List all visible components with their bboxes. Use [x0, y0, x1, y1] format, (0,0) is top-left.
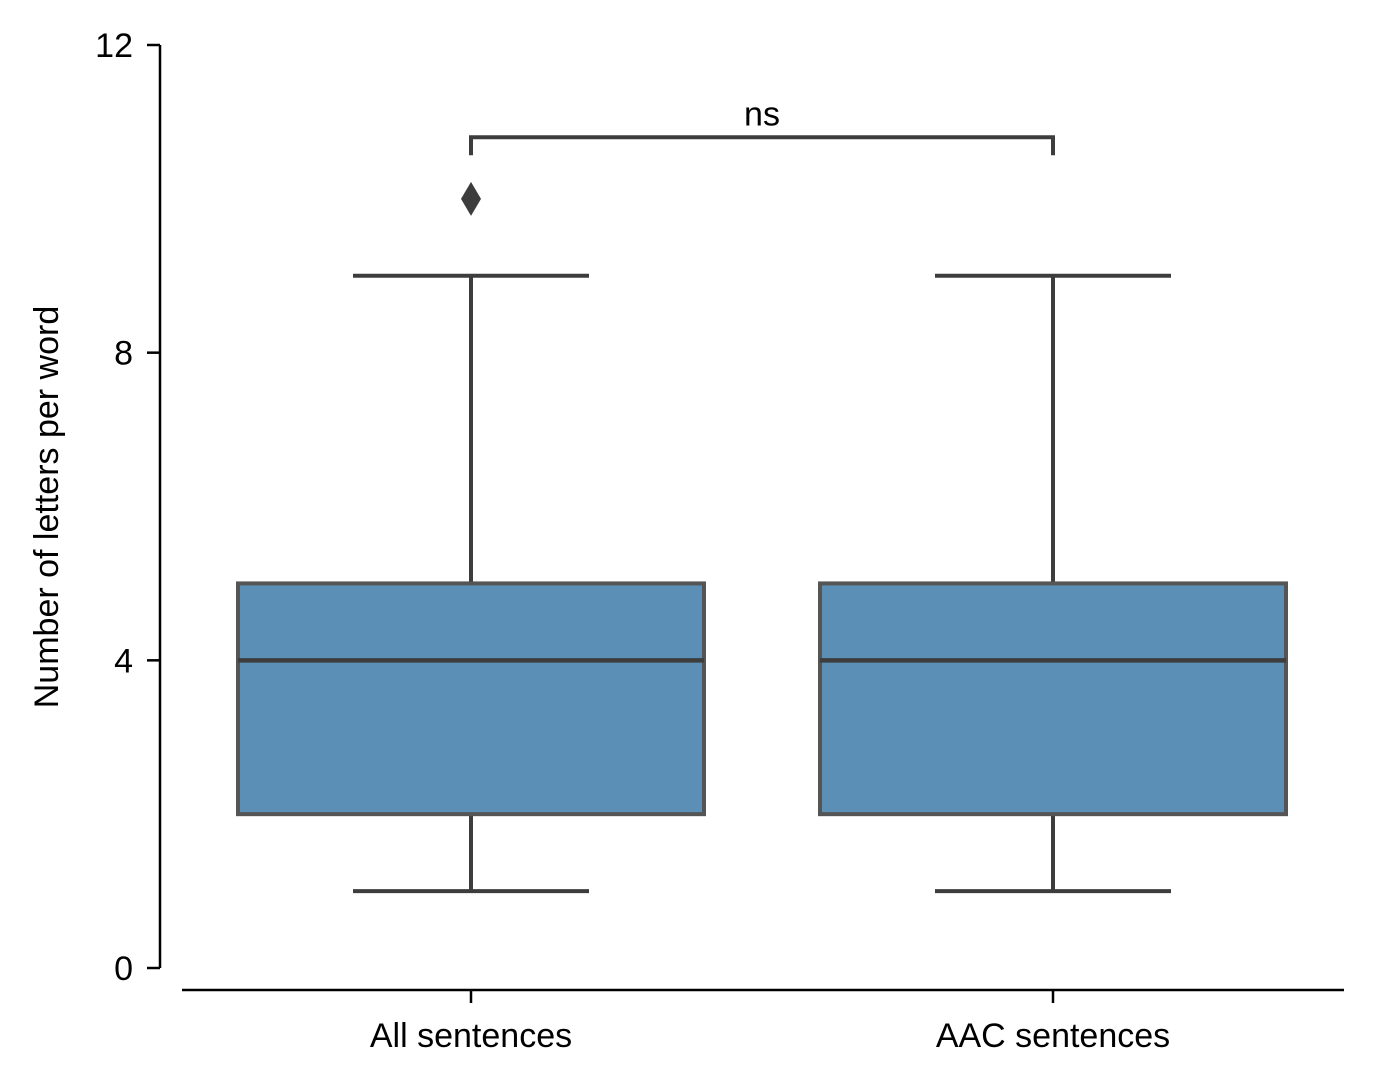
significance-label: ns — [744, 95, 780, 133]
boxes-layer — [236, 181, 1288, 894]
x-tick-label-0: All sentences — [370, 1017, 572, 1055]
box-0 — [236, 581, 706, 817]
y-axis: 0 4 8 12 — [95, 27, 162, 988]
x-axis: All sentences AAC sentences — [182, 988, 1344, 1055]
y-axis-label: Number of letters per word — [28, 306, 66, 709]
y-tick-label-12: 12 — [95, 27, 133, 65]
outlier-0-0 — [461, 181, 481, 216]
y-tick-label-0: 0 — [114, 950, 133, 988]
y-tick-label-4: 4 — [114, 642, 133, 680]
x-tick-label-1: AAC sentences — [936, 1017, 1170, 1055]
box-group-0 — [236, 181, 706, 894]
significance-bracket — [469, 135, 1055, 156]
box-1 — [818, 581, 1288, 817]
y-tick-label-8: 8 — [114, 335, 133, 373]
significance-annotation: ns — [469, 95, 1055, 156]
box-group-1 — [818, 273, 1288, 894]
